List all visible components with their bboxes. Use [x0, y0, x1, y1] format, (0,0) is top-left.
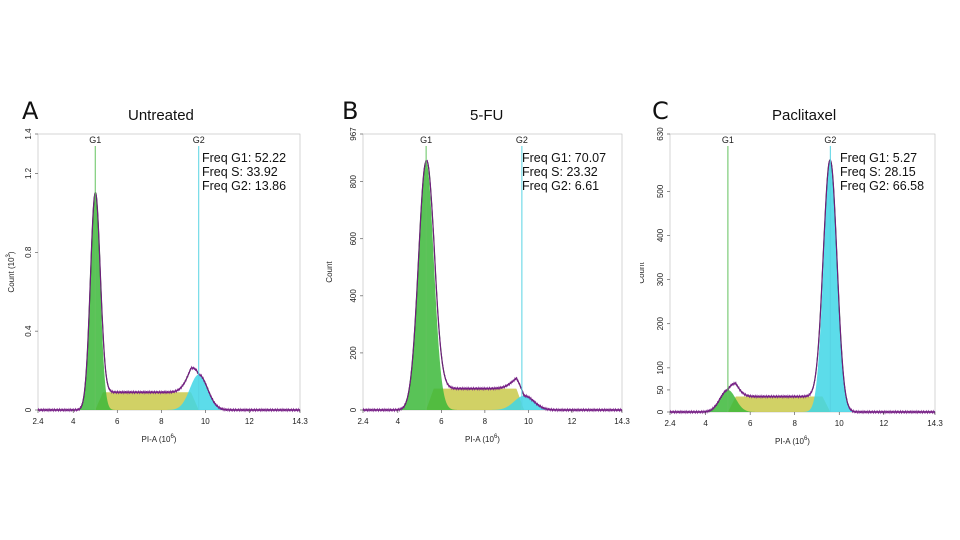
x-axis-label-close: )	[174, 435, 177, 444]
x-axis-label-exponent: 6	[804, 436, 808, 442]
x-tick-label: 14.3	[614, 417, 630, 426]
x-axis-label-exponent: 6	[494, 434, 498, 440]
g1-phase-area	[670, 389, 935, 412]
gate-label-g1: G1	[420, 135, 432, 145]
freq-annotation: Freq G2: 6.61	[522, 179, 599, 193]
x-axis-label-close: )	[497, 435, 500, 444]
x-axis-label-exponent: 6	[170, 434, 174, 440]
y-tick-label: 500	[656, 184, 665, 198]
y-tick-label: 100	[656, 361, 665, 375]
panel-letter: B	[342, 97, 359, 125]
freq-annotation: Freq S: 28.15	[840, 165, 916, 179]
data-outline-line	[362, 159, 623, 413]
y-tick-label: 967	[349, 127, 358, 141]
x-axis-label-text: PI-A (10	[142, 435, 171, 444]
x-tick-label: 12	[245, 417, 254, 426]
y-axis-label: Count	[325, 261, 334, 283]
x-tick-label: 4	[703, 419, 708, 428]
x-tick-label: 6	[748, 419, 753, 428]
data-outline-line	[37, 191, 301, 413]
chart-title: 5-FU	[470, 107, 504, 124]
x-tick-label: 8	[792, 419, 797, 428]
y-tick-label: 400	[656, 228, 665, 242]
gate-label-g2: G2	[824, 135, 836, 145]
s-phase-area	[363, 388, 622, 410]
x-tick-label: 10	[201, 417, 210, 426]
x-tick-label: 10	[835, 419, 844, 428]
panel-b: B 5-FU	[320, 0, 640, 540]
g2-phase-area	[670, 160, 935, 412]
y-axis-label-text: Count (10	[7, 257, 16, 293]
y-tick-label: 200	[656, 317, 665, 331]
x-tick-label: 8	[159, 417, 164, 426]
panel-letter: C	[652, 97, 669, 125]
panel-letter: A	[22, 97, 39, 125]
gate-label-g2: G2	[193, 135, 205, 145]
y-tick-label: 50	[656, 385, 665, 394]
panel-c: C Paclitaxel	[640, 0, 960, 540]
y-tick-label: 0.4	[24, 325, 33, 337]
y-tick-label: 400	[349, 289, 358, 303]
model-fit-line	[363, 160, 622, 411]
x-axis-label-close: )	[807, 437, 810, 446]
x-axis-label-text: PI-A (10	[775, 437, 804, 446]
panel-a: A Untreated	[0, 0, 320, 540]
y-tick-label: 1.2	[24, 167, 33, 179]
chart-title: Paclitaxel	[772, 107, 837, 124]
y-tick-label: 630	[656, 127, 665, 141]
y-tick-label: 300	[656, 272, 665, 286]
freq-annotation: Freq G1: 70.07	[522, 151, 606, 165]
freq-annotation: Freq G2: 66.58	[840, 179, 924, 193]
y-tick-label: 1.4	[24, 128, 33, 140]
freq-annotation: Freq S: 23.32	[522, 165, 598, 179]
x-tick-label: 4	[71, 417, 76, 426]
freq-annotation: Freq G2: 13.86	[202, 179, 286, 193]
y-tick-label: 0	[349, 407, 358, 412]
data-outline-line	[669, 157, 936, 415]
freq-annotation: Freq G1: 52.22	[202, 151, 286, 165]
x-tick-label: 2.4	[32, 417, 44, 426]
y-tick-label: 0	[24, 407, 33, 412]
x-axis-label-text: PI-A (10	[465, 435, 494, 444]
y-tick-label: 0.8	[24, 246, 33, 258]
y-axis-label-text: Count	[325, 261, 334, 283]
x-tick-label: 8	[483, 417, 488, 426]
y-axis-label-text: Count	[640, 262, 646, 284]
x-tick-label: 2.4	[357, 417, 369, 426]
y-tick-label: 800	[349, 174, 358, 188]
y-axis-label: Count (103)	[6, 251, 16, 292]
freq-annotation: Freq S: 33.92	[202, 165, 278, 179]
s-phase-area	[38, 392, 300, 410]
x-tick-label: 2.4	[664, 419, 676, 428]
x-tick-label: 10	[524, 417, 533, 426]
g1-phase-area	[363, 161, 622, 410]
gate-label-g1: G1	[722, 135, 734, 145]
x-tick-label: 14.3	[927, 419, 943, 428]
freq-annotation: Freq G1: 5.27	[840, 151, 917, 165]
model-fit-line	[38, 192, 300, 411]
y-axis-label-exponent: 3	[6, 253, 12, 257]
y-axis-label-close: )	[7, 251, 16, 254]
y-tick-label: 600	[349, 232, 358, 246]
x-axis-label: PI-A (106)	[465, 434, 500, 444]
y-tick-label: 0	[656, 409, 665, 414]
x-axis-label: PI-A (106)	[775, 436, 810, 446]
y-tick-label: 200	[349, 346, 358, 360]
x-tick-label: 12	[879, 419, 888, 428]
x-tick-label: 4	[396, 417, 401, 426]
x-axis-label: PI-A (106)	[142, 434, 177, 444]
gate-label-g1: G1	[89, 135, 101, 145]
chart-title: Untreated	[128, 107, 194, 124]
y-axis-label: Count	[640, 262, 646, 284]
x-tick-label: 12	[567, 417, 576, 426]
gate-label-g2: G2	[516, 135, 528, 145]
x-tick-label: 6	[439, 417, 444, 426]
g1-phase-area	[38, 193, 300, 410]
model-fit-line	[670, 159, 935, 413]
x-tick-label: 6	[115, 417, 120, 426]
x-tick-label: 14.3	[292, 417, 308, 426]
